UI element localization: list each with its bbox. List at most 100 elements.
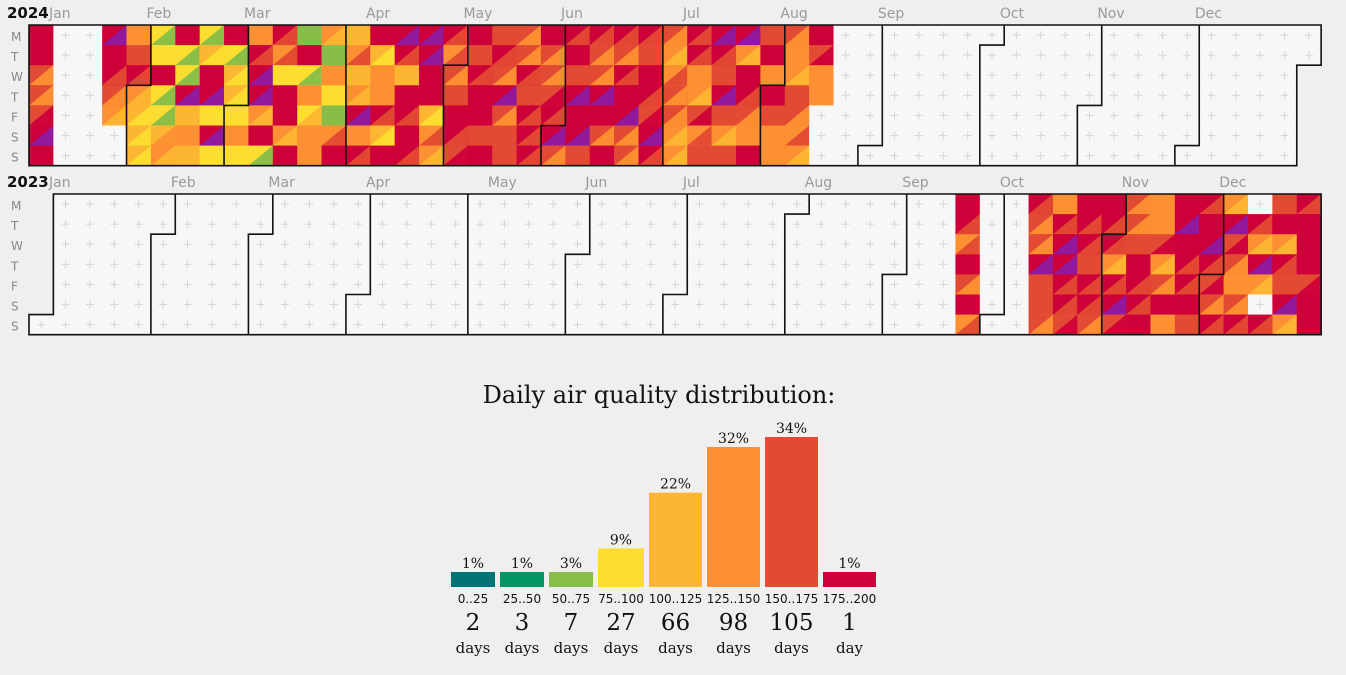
day-cell[interactable] [955,105,981,126]
day-cell[interactable] [955,145,981,166]
day-cell[interactable] [224,125,249,146]
day-cell[interactable] [419,254,444,275]
day-cell[interactable] [1077,234,1103,255]
day-cell[interactable] [1150,194,1176,215]
day-cell[interactable] [736,314,761,335]
day-cell[interactable] [784,85,810,106]
day-cell[interactable] [1004,254,1029,275]
day-cell[interactable] [833,274,859,295]
day-cell[interactable] [1248,234,1273,255]
day-cell[interactable] [248,234,274,255]
day-cell[interactable] [614,314,639,335]
day-cell[interactable] [955,194,981,215]
day-cell[interactable] [1296,254,1322,275]
day-cell[interactable] [1028,125,1054,146]
day-cell[interactable] [102,105,127,126]
distribution-bin[interactable]: 34% 150..175 105 days [765,421,818,657]
day-cell[interactable] [516,105,542,126]
day-cell[interactable] [906,65,932,86]
day-cell[interactable] [638,65,664,86]
day-cell[interactable] [175,254,200,275]
day-cell[interactable] [589,105,615,126]
day-cell[interactable] [711,45,737,66]
day-cell[interactable] [492,65,517,86]
day-cell[interactable] [272,125,298,146]
day-cell[interactable] [1052,274,1078,295]
day-cell[interactable] [857,194,883,215]
day-cell[interactable] [809,45,834,66]
day-cell[interactable] [77,145,103,166]
day-cell[interactable] [736,274,761,295]
day-cell[interactable] [175,85,200,106]
day-cell[interactable] [1028,194,1054,215]
day-cell[interactable] [906,234,932,255]
day-cell[interactable] [540,125,566,146]
distribution-bin[interactable]: 1% 25..50 3 days [500,556,544,657]
day-cell[interactable] [979,234,1005,255]
day-cell[interactable] [1223,214,1249,235]
day-cell[interactable] [540,45,566,66]
day-cell[interactable] [1199,234,1224,255]
day-cell[interactable] [1272,234,1298,255]
day-cell[interactable] [1223,145,1249,166]
day-cell[interactable] [589,145,615,166]
day-cell[interactable] [760,145,786,166]
day-cell[interactable] [492,105,517,126]
day-cell[interactable] [467,214,493,235]
day-cell[interactable] [662,85,688,106]
day-cell[interactable] [687,45,712,66]
day-cell[interactable] [516,314,542,335]
day-cell[interactable] [1150,294,1176,315]
day-cell[interactable] [175,125,200,146]
day-cell[interactable] [199,145,225,166]
day-cell[interactable] [516,214,542,235]
day-cell[interactable] [272,274,298,295]
day-cell[interactable] [248,25,274,46]
day-cell[interactable] [419,234,444,255]
day-cell[interactable] [1272,145,1298,166]
distribution-bin[interactable]: 1% 0..25 2 days [451,556,495,657]
day-cell[interactable] [711,65,737,86]
day-cell[interactable] [1004,105,1029,126]
day-cell[interactable] [906,85,932,106]
day-cell[interactable] [857,234,883,255]
day-cell[interactable] [102,234,127,255]
day-cell[interactable] [77,45,103,66]
day-cell[interactable] [979,25,1005,46]
day-cell[interactable] [516,194,542,215]
day-cell[interactable] [540,314,566,335]
day-cell[interactable] [516,254,542,275]
day-cell[interactable] [443,125,469,146]
day-cell[interactable] [589,234,615,255]
day-cell[interactable] [1101,65,1127,86]
day-cell[interactable] [297,145,322,166]
day-cell[interactable] [1004,314,1029,335]
day-cell[interactable] [1101,25,1127,46]
day-cell[interactable] [833,145,859,166]
day-cell[interactable] [882,25,907,46]
day-cell[interactable] [857,45,883,66]
day-cell[interactable] [1296,25,1322,46]
day-cell[interactable] [126,234,152,255]
day-cell[interactable] [1004,214,1029,235]
day-cell[interactable] [1052,254,1078,275]
day-cell[interactable] [687,145,712,166]
day-cell[interactable] [833,85,859,106]
day-cell[interactable] [102,274,127,295]
day-cell[interactable] [711,314,737,335]
day-cell[interactable] [345,105,371,126]
day-cell[interactable] [345,214,371,235]
day-cell[interactable] [394,85,420,106]
day-cell[interactable] [77,105,103,126]
day-cell[interactable] [321,294,347,315]
day-cell[interactable] [77,234,103,255]
day-cell[interactable] [345,145,371,166]
day-cell[interactable] [1028,45,1054,66]
day-cell[interactable] [297,85,322,106]
day-cell[interactable] [419,274,444,295]
day-cell[interactable] [150,314,176,335]
day-cell[interactable] [321,25,347,46]
day-cell[interactable] [126,194,152,215]
day-cell[interactable] [1296,274,1322,295]
day-cell[interactable] [516,125,542,146]
